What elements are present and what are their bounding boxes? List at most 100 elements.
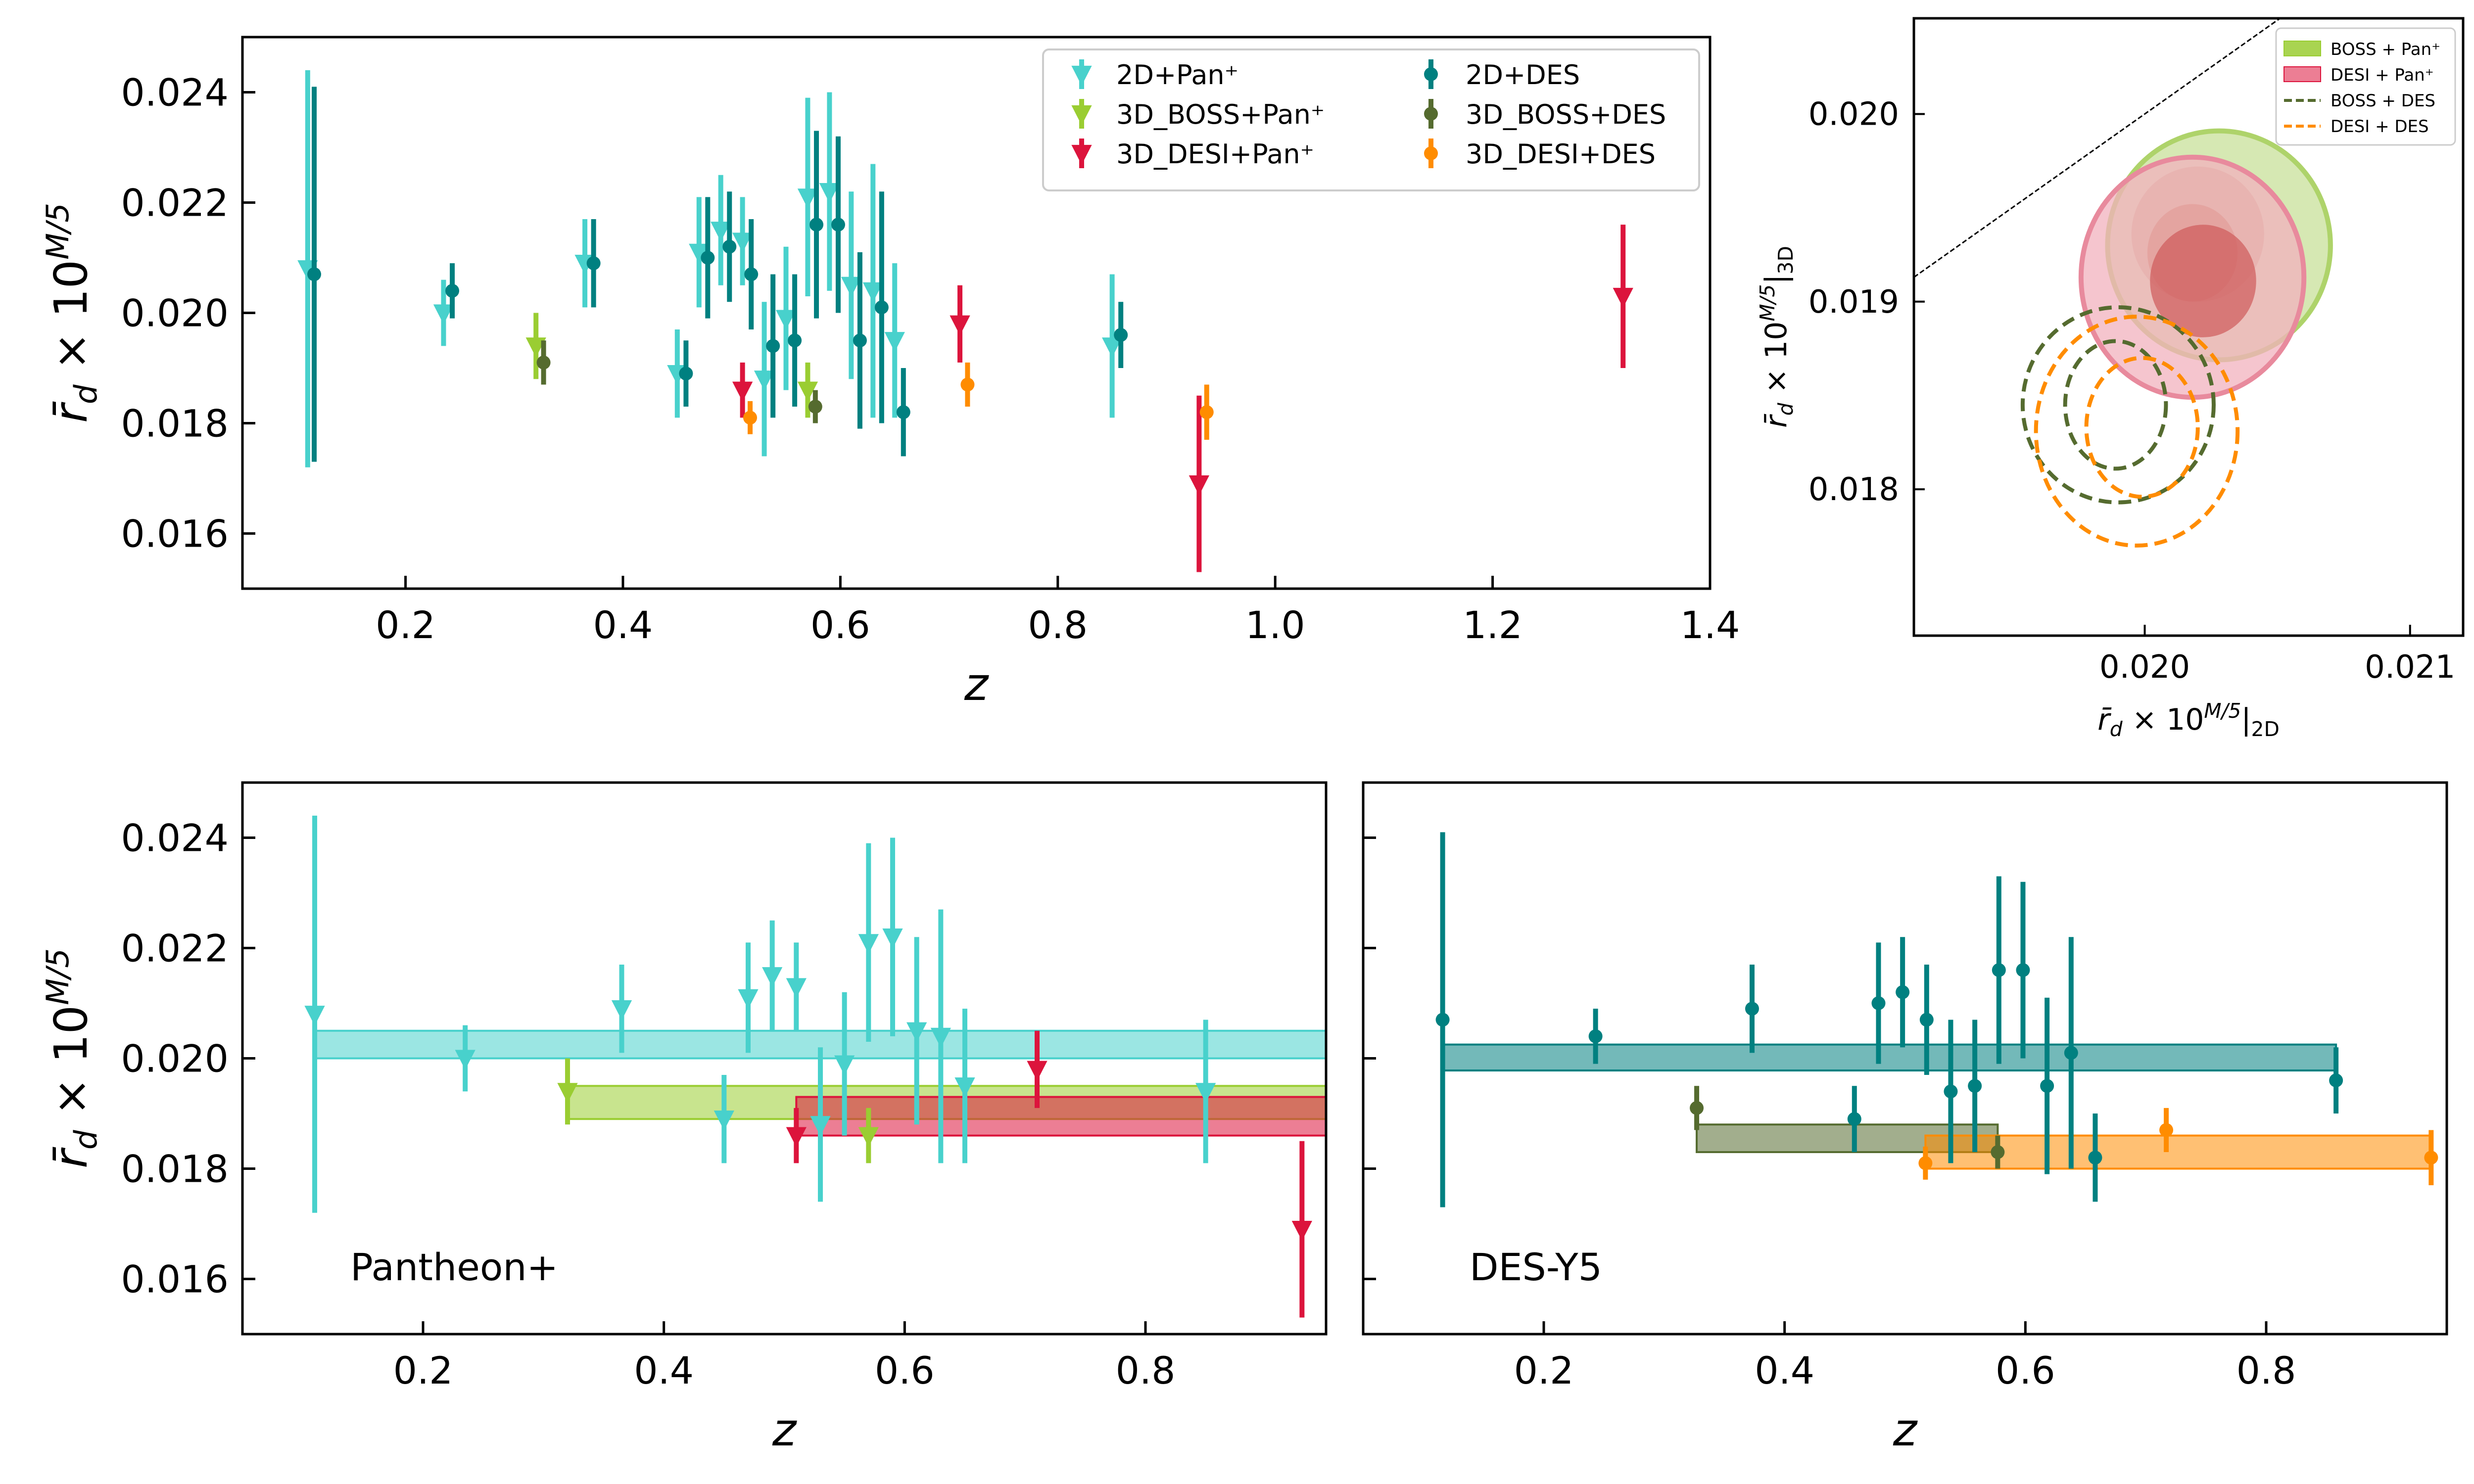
legend-label-boss_des: BOSS + DES [2331, 91, 2435, 111]
legend-label-boss_des: 3D_BOSS+DES [1466, 99, 1666, 130]
point-des2d [1114, 328, 1128, 342]
panel-c-annotation: DES-Y5 [1470, 1245, 1602, 1289]
point-pan2d [1101, 337, 1123, 358]
point-desi_pan [1613, 287, 1633, 308]
point-des2d [679, 367, 693, 381]
x-tick-label: 1.2 [1463, 603, 1522, 647]
legend-label-desi_des: DESI + DES [2331, 117, 2429, 137]
point-boss_des [536, 355, 551, 370]
point-des2d [874, 300, 889, 315]
y-axis-label: r̄d × 10M/5 [40, 203, 104, 423]
panel-top-right-contour: 0.020 0.021 0.018 0.019 0.020 r̄d × 10M/5|2D r… [1756, 17, 2465, 741]
point-pan2d [882, 928, 903, 949]
legend-contour: BOSS + Pan⁺ DESI + Pan⁺ BOSS + DES DESI + D… [2275, 27, 2456, 146]
y-tick-label: 0.018 [1808, 471, 1899, 508]
point-des2d [722, 239, 737, 254]
legend-top-left: 2D+Pan⁺ 3D_BOSS+Pan⁺ 3D_DESI+Pan⁺ 2D+DES 3D_… [1042, 48, 1700, 191]
point-boss_des [1991, 1145, 2005, 1159]
x-tick-label: 0.4 [634, 1348, 694, 1392]
point-desi_pan [786, 1127, 807, 1147]
point-pan2d [738, 989, 759, 1009]
point-desi_des [743, 411, 758, 425]
legend-label-pan2d: 2D+Pan⁺ [1116, 59, 1238, 91]
point-pan2d [954, 1077, 975, 1098]
legend-marker-des2d [1424, 67, 1438, 81]
point-des2d [701, 251, 715, 265]
y-tick-label: 0.016 [121, 512, 229, 556]
panel-top-left-scatter: 0.2 0.4 0.6 0.8 1.0 1.2 1.4 0.016 0.018 0.020 0.02… [40, 36, 1740, 711]
point-des2d [1847, 1112, 1861, 1126]
x-tick-label: 0.4 [1755, 1348, 1814, 1392]
legend-frame [2275, 27, 2456, 146]
point-pan2d [810, 1116, 831, 1136]
contour-boss_des-0 [2020, 305, 2216, 505]
y-tick-label: 0.018 [121, 402, 229, 446]
legend-marker-desi_pan [1071, 144, 1092, 165]
point-pan2d [862, 282, 883, 302]
point-des2d [744, 267, 759, 281]
point-des2d [2016, 963, 2030, 977]
point-pan2d [304, 1006, 325, 1026]
point-pan2d [611, 1000, 632, 1020]
y-tick-label: 0.024 [121, 816, 229, 860]
point-des2d [1588, 1029, 1603, 1043]
legend-label-des2d: 2D+DES [1466, 59, 1580, 91]
y-tick-label: 0.022 [121, 181, 229, 225]
point-desi_des [960, 377, 975, 392]
point-pan2d [858, 934, 879, 954]
legend-marker-boss_pan [1071, 105, 1092, 126]
x-tick-label: 0.6 [810, 603, 870, 647]
point-des2d [1992, 963, 2006, 977]
band-desi_pan [795, 1096, 1327, 1137]
point-des2d [445, 283, 460, 298]
y-tick-label: 0.016 [121, 1257, 229, 1301]
legend-marker-boss_des [1424, 107, 1438, 121]
point-des2d [1968, 1079, 1982, 1093]
x-tick-label: 1.0 [1245, 603, 1305, 647]
point-desi_pan [1189, 475, 1210, 496]
point-pan2d [754, 371, 775, 391]
point-pan2d [714, 1111, 734, 1131]
point-pan2d [762, 967, 783, 987]
point-pan2d [906, 1022, 927, 1042]
point-des2d [1435, 1013, 1450, 1027]
point-desi_pan [1027, 1061, 1047, 1081]
point-boss_des [1690, 1101, 1704, 1115]
contour-desi_pan-1 [2150, 225, 2256, 337]
x-tick-label: 0.8 [2236, 1348, 2296, 1392]
y-tick-label: 0.022 [121, 927, 229, 971]
point-des2d [2040, 1079, 2054, 1093]
x-axis-label: z [964, 658, 989, 711]
panel-bottom-left-pantheon: 0.2 0.4 0.6 0.8 0.016 0.018 0.020 0.022 0.024 z r̄… [40, 781, 1328, 1456]
point-pan2d [1195, 1083, 1216, 1103]
point-des2d [809, 218, 824, 232]
top-right-frame [1912, 17, 2465, 637]
point-desi_des [1918, 1156, 1933, 1170]
point-desi_des [1199, 405, 1214, 419]
point-pan2d [819, 183, 840, 203]
x-tick-label: 0.2 [1514, 1348, 1574, 1392]
point-boss_pan [557, 1083, 578, 1103]
point-pan2d [433, 304, 454, 325]
x-tick-label: 0.2 [376, 603, 435, 647]
point-pan2d [455, 1050, 476, 1070]
panel-bottom-right-des: 0.2 0.4 0.6 0.8 z [1362, 781, 2448, 1456]
point-des2d [2064, 1046, 2078, 1060]
contour-area [1914, 18, 2333, 548]
point-desi_des [2424, 1151, 2438, 1165]
y-tick-label: 0.020 [121, 291, 229, 335]
point-des2d [831, 218, 845, 232]
x-tick-label: 0.2 [393, 1348, 453, 1392]
point-des2d [586, 256, 601, 271]
x-tick-label: 0.8 [1116, 1348, 1176, 1392]
y-tick-label: 0.019 [1808, 284, 1899, 321]
legend-label-boss_pan: 3D_BOSS+Pan⁺ [1116, 99, 1325, 130]
point-pan2d [841, 277, 861, 297]
point-des2d [853, 333, 867, 348]
point-desi_pan [732, 381, 753, 402]
point-des2d [2329, 1073, 2343, 1088]
point-pan2d [786, 978, 807, 998]
panel-b-annotation: Pantheon+ [350, 1245, 558, 1289]
legend-swatch-desi_pan [2284, 66, 2321, 82]
point-des2d [1745, 1002, 1759, 1016]
